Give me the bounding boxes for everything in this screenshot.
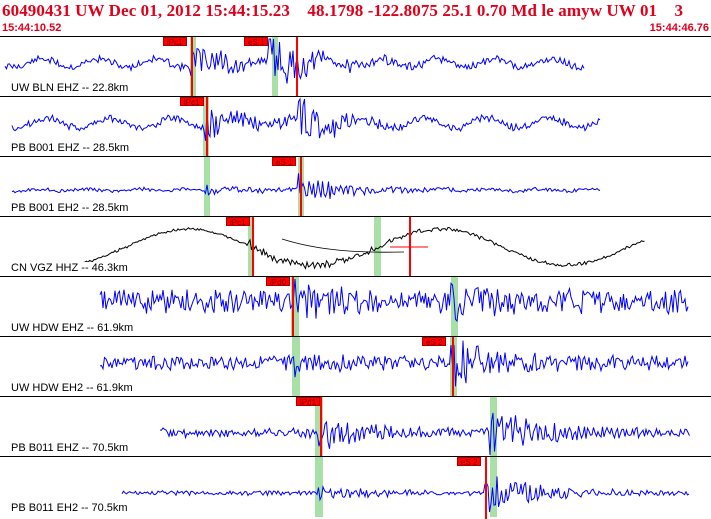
pick-marker[interactable]: eS 1 (244, 37, 269, 47)
pick-line (296, 37, 298, 97)
pick-line (300, 157, 302, 217)
waveform (99, 278, 689, 323)
pick-line (292, 277, 294, 337)
pick-window (490, 457, 497, 517)
trace-panel[interactable]: iPd1 PB B011 EHZ -- 70.5km (0, 396, 711, 457)
station-label: PB B001 EH2 -- 28.5km (10, 202, 130, 214)
station-label: UW HDW EH2 -- 61.9km (10, 382, 134, 394)
pick-line (485, 457, 487, 519)
station-label: UW HDW EHZ -- 61.9km (10, 322, 135, 334)
pick-marker[interactable]: eS 2 (457, 457, 482, 467)
pick-line (191, 37, 193, 97)
station-label: PB B011 EHZ -- 70.5km (10, 442, 130, 454)
title-bar: 60490431 UW Dec 01, 2012 15:44:15.23 48.… (0, 0, 711, 36)
waveform (160, 412, 690, 456)
pick-marker[interactable]: eS 2 (422, 337, 447, 347)
seismogram-panels: iPc1 eS 1 UW BLN EHZ -- 22.8km iPc1 PB B… (0, 36, 711, 519)
pick-window (190, 37, 196, 97)
event-title: 60490431 UW Dec 01, 2012 15:44:15.23 48.… (2, 1, 684, 20)
pick-marker[interactable]: eS 1 (272, 157, 297, 167)
station-label: PB B001 EHZ -- 28.5km (10, 142, 130, 154)
pick-line (320, 397, 322, 457)
pick-line (409, 217, 411, 277)
pick-marker[interactable]: iPd1 (296, 397, 321, 407)
waveform (4, 38, 585, 84)
waveform (99, 340, 689, 387)
pick-window (374, 217, 381, 277)
pick-window (315, 457, 323, 517)
waveform (11, 97, 601, 141)
pick-window (315, 397, 323, 457)
pick-line (452, 337, 454, 397)
trace-panel[interactable]: eS 2 UW HDW EH2 -- 61.9km (0, 336, 711, 397)
pick-marker[interactable]: iPc1 (163, 37, 187, 47)
trace-panel[interactable]: iPd0 UW HDW EHZ -- 61.9km (0, 276, 711, 337)
waveform (11, 173, 601, 200)
trace-panel[interactable]: eS 1 PB B001 EH2 -- 28.5km (0, 156, 711, 217)
station-label: CN VGZ HHZ -- 46.3km (10, 262, 129, 274)
waveform (121, 476, 690, 513)
pick-marker[interactable]: iPc1 (180, 97, 204, 107)
trace-panel[interactable]: iPc1 CN VGZ HHZ -- 46.3km (0, 216, 711, 277)
end-time: 15:44:46.76 (649, 22, 709, 34)
trace-panel[interactable]: iPc1 PB B001 EHZ -- 28.5km (0, 96, 711, 157)
station-label: UW BLN EHZ -- 22.8km (10, 82, 130, 94)
pick-line (252, 217, 254, 277)
trace-panel[interactable]: iPc1 eS 1 UW BLN EHZ -- 22.8km (0, 36, 711, 97)
start-time: 15:44:10.52 (2, 22, 62, 34)
pick-window (291, 277, 299, 337)
trace-panel[interactable]: eS 2 PB B011 EH2 -- 70.5km (0, 456, 711, 519)
pick-marker[interactable]: iPd0 (266, 277, 291, 287)
pick-marker[interactable]: iPc1 (226, 217, 250, 227)
pick-line (206, 97, 208, 157)
station-label: PB B011 EH2 -- 70.5km (10, 502, 129, 514)
